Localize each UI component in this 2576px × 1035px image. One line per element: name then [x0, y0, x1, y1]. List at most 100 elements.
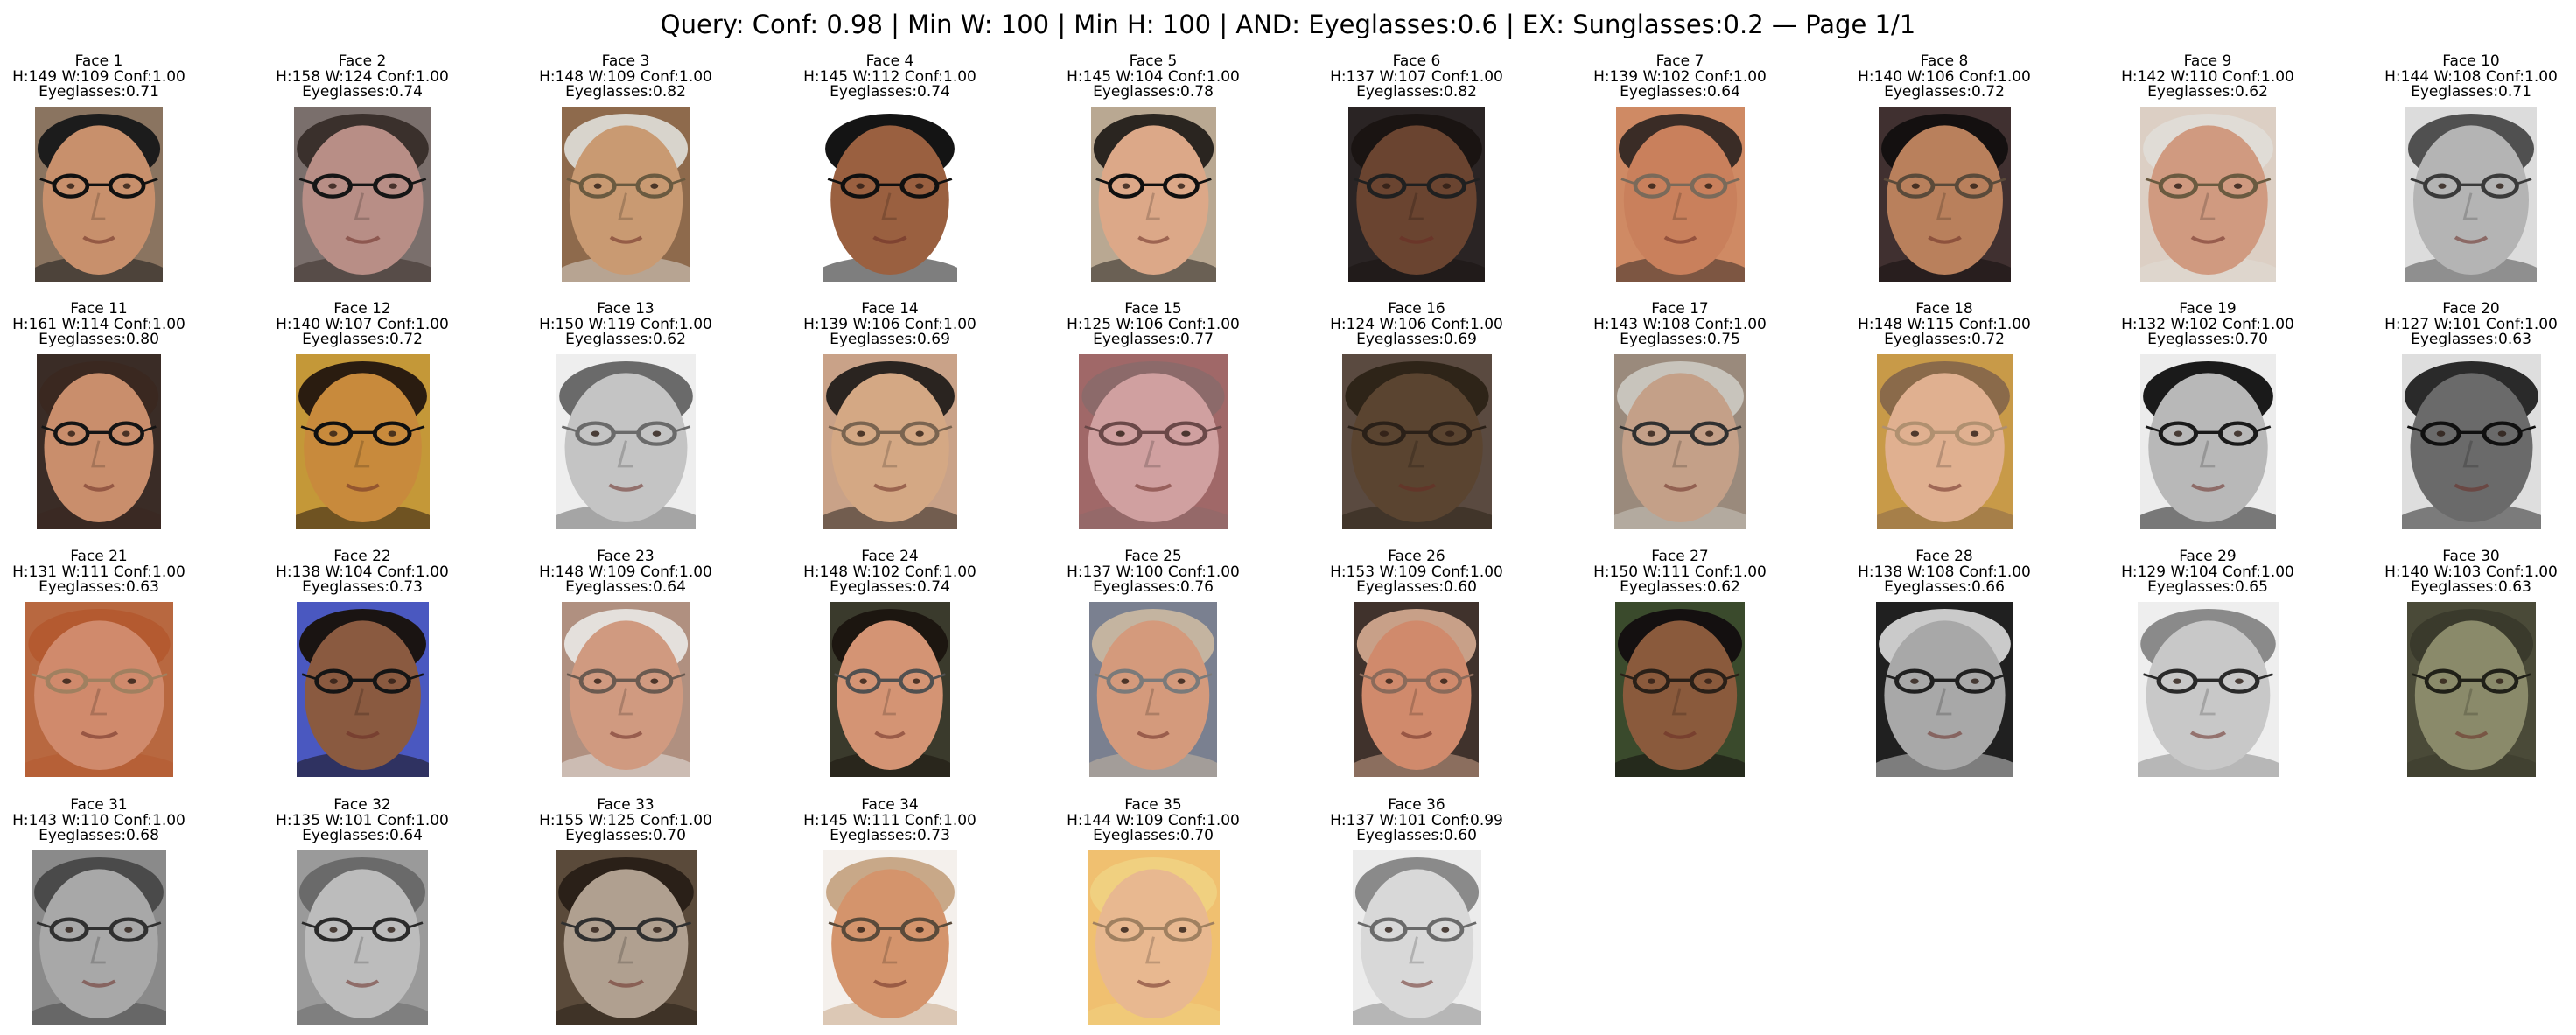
- mouth-shape: [345, 483, 380, 492]
- face-thumbnail: [1615, 602, 1745, 777]
- face-thumbnail: [555, 850, 696, 1025]
- left-eye-shape: [856, 927, 864, 933]
- face-stats: H:131 W:111 Conf:1.00: [12, 563, 186, 581]
- nose-shape: [617, 440, 633, 468]
- right-temple-shape: [669, 673, 686, 681]
- face-card: Face 7 H:139 W:102 Conf:1.00 Eyeglasses:0.…: [1549, 53, 1811, 282]
- face-attribute: Eyeglasses:0.73: [830, 827, 950, 844]
- face-caption: Face 25 H:137 W:100 Conf:1.00 Eyeglasses:0…: [1022, 549, 1284, 596]
- face-card: Face 29 H:129 W:104 Conf:1.00 Eyeglasses:0…: [2076, 549, 2339, 777]
- face-caption: Face 28 H:138 W:108 Conf:1.00 Eyeglasses:0…: [1813, 549, 2076, 596]
- face-photo: [295, 354, 430, 529]
- face-photo: [561, 602, 690, 777]
- left-temple-shape: [2411, 673, 2427, 681]
- left-temple-shape: [36, 921, 52, 929]
- face-card: Face 8 H:140 W:106 Conf:1.00 Eyeglasses:0.…: [1813, 53, 2076, 282]
- left-eye-shape: [67, 430, 76, 437]
- face-card: Face 24 H:148 W:102 Conf:1.00 Eyeglasses:0…: [759, 549, 1021, 777]
- left-eye-shape: [2439, 678, 2447, 684]
- nose-shape: [882, 688, 896, 716]
- face-label: Face 16: [1388, 300, 1446, 318]
- face-photo: [555, 850, 696, 1025]
- face-shape: [1350, 373, 1483, 522]
- face-label: Face 6: [1392, 52, 1441, 70]
- face-attribute: Eyeglasses:0.78: [1093, 83, 1214, 101]
- right-temple-shape: [1460, 673, 1474, 681]
- face-label: Face 33: [597, 796, 654, 814]
- face-attribute: Eyeglasses:0.74: [830, 578, 950, 596]
- right-temple-shape: [1992, 673, 2008, 681]
- mouth-shape: [345, 731, 380, 739]
- face-thumbnail: [1348, 107, 1485, 282]
- face-card: Face 30 H:140 W:103 Conf:1.00 Eyeglasses:0…: [2340, 549, 2576, 777]
- mouth-shape: [1134, 483, 1172, 492]
- face-thumbnail: [822, 850, 957, 1025]
- face-photo: [2406, 602, 2536, 777]
- face-card: Face 12 H:140 W:107 Conf:1.00 Eyeglasses:0…: [231, 301, 494, 529]
- right-temple-shape: [2516, 178, 2532, 185]
- nose-shape: [1671, 440, 1687, 468]
- nose-shape: [354, 936, 369, 964]
- right-eye-shape: [1442, 183, 1451, 189]
- face-caption: Face 14 H:139 W:106 Conf:1.00 Eyeglasses:0…: [759, 301, 1021, 348]
- right-temple-shape: [1199, 921, 1214, 929]
- face-label: Face 17: [1651, 300, 1709, 318]
- mouth-shape: [872, 235, 907, 244]
- nose-shape: [91, 440, 106, 468]
- face-caption: Face 33 H:155 W:125 Conf:1.00 Eyeglasses:0…: [494, 796, 757, 844]
- left-eye-shape: [329, 927, 338, 933]
- face-stats: H:143 W:110 Conf:1.00: [12, 811, 186, 829]
- face-thumbnail: [24, 602, 173, 777]
- face-label: Face 25: [1124, 548, 1182, 565]
- mouth-shape: [607, 979, 644, 988]
- right-eye-shape: [2497, 430, 2506, 437]
- face-shape: [1098, 125, 1208, 275]
- face-attribute: Eyeglasses:0.76: [1093, 578, 1214, 596]
- left-lens-shape: [841, 917, 880, 942]
- face-shape: [304, 869, 420, 1018]
- left-temple-shape: [1084, 425, 1102, 433]
- face-thumbnail: [296, 602, 429, 777]
- face-caption: Face 11 H:161 W:114 Conf:1.00 Eyeglasses:0…: [0, 301, 230, 348]
- nose-shape: [881, 440, 897, 468]
- face-caption: Face 23 H:148 W:109 Conf:1.00 Eyeglasses:0…: [494, 549, 757, 596]
- left-temple-shape: [1359, 673, 1374, 681]
- mouth-shape: [872, 979, 907, 988]
- right-eye-shape: [1970, 430, 1978, 437]
- face-stats: H:129 W:104 Conf:1.00: [2121, 563, 2294, 581]
- face-photo: [822, 354, 957, 529]
- right-eye-shape: [122, 183, 131, 189]
- face-card: Face 13 H:150 W:119 Conf:1.00 Eyeglasses:0…: [494, 301, 757, 529]
- left-lens-shape: [1362, 421, 1406, 446]
- face-shape: [1883, 620, 2006, 770]
- face-label: Face 15: [1124, 300, 1182, 318]
- right-temple-shape: [2254, 178, 2271, 185]
- right-eye-shape: [1445, 430, 1454, 437]
- face-label: Face 26: [1388, 548, 1446, 565]
- left-lens-shape: [1098, 421, 1143, 446]
- face-shape: [1884, 373, 2005, 522]
- left-temple-shape: [2410, 178, 2426, 185]
- face-attribute: Eyeglasses:0.63: [38, 578, 159, 596]
- face-shape: [1356, 125, 1477, 275]
- right-eye-shape: [1704, 183, 1712, 189]
- face-attribute: Eyeglasses:0.63: [2411, 331, 2531, 348]
- face-stats: H:144 W:108 Conf:1.00: [2384, 67, 2558, 86]
- face-thumbnail: [1615, 107, 1745, 282]
- right-eye-shape: [1177, 183, 1185, 189]
- nose-shape: [1144, 936, 1160, 964]
- right-eye-shape: [387, 927, 396, 933]
- page-title: Query: Conf: 0.98 | Min W: 100 | Min H: …: [660, 10, 1916, 39]
- face-thumbnail: [1089, 602, 1217, 777]
- face-thumbnail: [822, 354, 957, 529]
- face-attribute: Eyeglasses:0.70: [1093, 827, 1214, 844]
- mouth-shape: [1137, 235, 1170, 244]
- face-label: Face 24: [861, 548, 919, 565]
- face-attribute: Eyeglasses:0.69: [1356, 331, 1477, 348]
- face-attribute: Eyeglasses:0.69: [830, 331, 950, 348]
- face-label: Face 21: [70, 548, 128, 565]
- face-photo: [1079, 354, 1228, 529]
- face-stats: H:148 W:115 Conf:1.00: [1858, 315, 2031, 333]
- face-thumbnail: [2137, 602, 2278, 777]
- mouth-shape: [2189, 731, 2226, 739]
